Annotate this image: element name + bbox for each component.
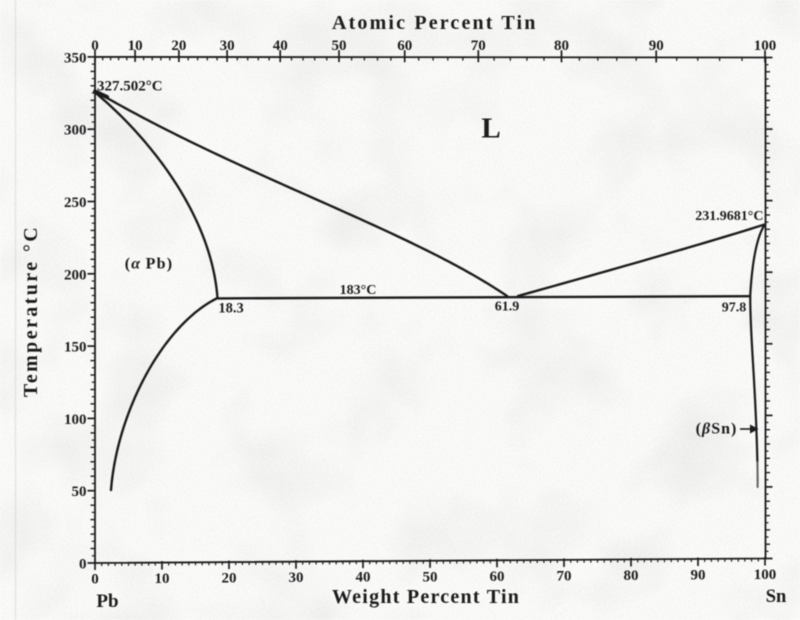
- svg-text:50: 50: [72, 484, 87, 500]
- svg-text:40: 40: [273, 38, 288, 54]
- svg-text:100: 100: [754, 567, 777, 583]
- svg-text:60: 60: [397, 38, 412, 54]
- svg-text:150: 150: [64, 340, 87, 356]
- svg-text:100: 100: [754, 38, 777, 54]
- svg-text:Atomic Percent Tin: Atomic Percent Tin: [332, 12, 538, 34]
- svg-text:0: 0: [91, 38, 99, 54]
- svg-text:Temperature °C: Temperature °C: [20, 225, 42, 397]
- svg-text:231.9681°C: 231.9681°C: [695, 209, 763, 224]
- svg-text:97.8: 97.8: [722, 301, 747, 316]
- svg-text:50: 50: [423, 569, 438, 585]
- svg-text:100: 100: [64, 412, 87, 428]
- svg-text:30: 30: [220, 38, 235, 54]
- svg-text:70: 70: [471, 38, 486, 54]
- svg-text:20: 20: [171, 38, 186, 54]
- svg-text:Pb: Pb: [96, 591, 118, 612]
- svg-text:327.502°C: 327.502°C: [97, 79, 163, 95]
- svg-text:350: 350: [64, 50, 87, 66]
- svg-text:50: 50: [332, 38, 347, 54]
- svg-text:40: 40: [356, 570, 371, 586]
- svg-text:60: 60: [490, 569, 505, 585]
- svg-text:10: 10: [155, 571, 170, 587]
- svg-text:18.3: 18.3: [218, 301, 243, 317]
- svg-text:61.9: 61.9: [495, 300, 520, 315]
- svg-text:0: 0: [79, 557, 87, 573]
- svg-text:L: L: [481, 113, 500, 145]
- svg-text:70: 70: [557, 568, 572, 584]
- svg-text:Weight Percent Tin: Weight Percent Tin: [332, 586, 521, 608]
- svg-text:90: 90: [691, 568, 706, 584]
- svg-text:250: 250: [64, 195, 87, 211]
- svg-text:200: 200: [64, 267, 87, 283]
- svg-text:Sn: Sn: [766, 587, 787, 607]
- svg-text:80: 80: [624, 568, 639, 584]
- svg-text:183°C: 183°C: [340, 283, 377, 298]
- svg-text:10: 10: [128, 38, 143, 54]
- svg-text:30: 30: [289, 570, 304, 586]
- svg-text:90: 90: [649, 38, 664, 54]
- svg-text:300: 300: [64, 123, 87, 139]
- svg-text:(α Pb): (α Pb): [125, 256, 174, 273]
- svg-text:0: 0: [91, 572, 99, 588]
- svg-text:80: 80: [554, 38, 569, 54]
- svg-text:(βSn): (βSn): [696, 421, 738, 438]
- svg-text:20: 20: [222, 571, 237, 587]
